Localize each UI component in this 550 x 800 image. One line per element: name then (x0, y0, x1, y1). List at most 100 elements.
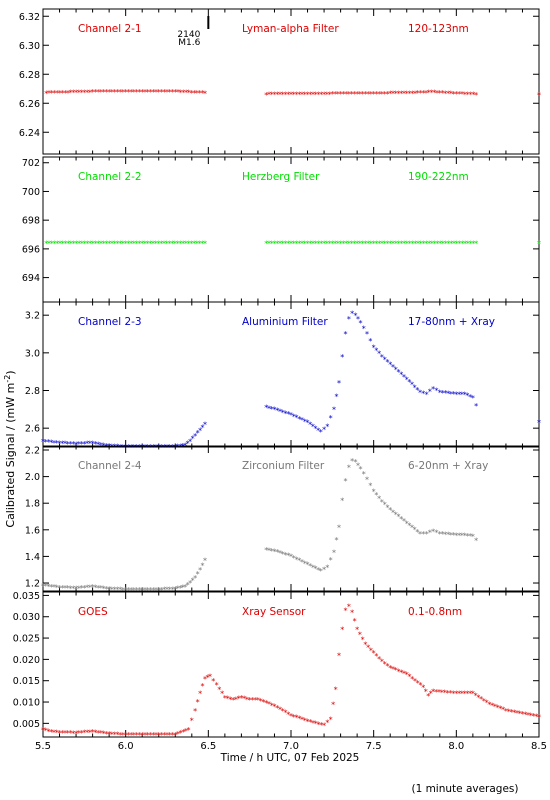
data-point: * (427, 89, 431, 98)
data-point: * (443, 89, 447, 98)
data-point: * (369, 239, 373, 248)
data-point: * (140, 731, 144, 740)
data-point: * (319, 567, 323, 576)
data-point: * (85, 440, 89, 449)
data-point: * (421, 683, 425, 692)
data-point: * (118, 239, 122, 248)
data-point: * (322, 239, 326, 248)
x-tick-label: 5.5 (35, 741, 51, 752)
data-point: * (198, 89, 202, 98)
data-point: * (377, 655, 381, 664)
data-point: * (402, 373, 406, 382)
data-point: * (319, 428, 323, 437)
data-point: * (434, 387, 438, 396)
data-point: * (468, 393, 472, 402)
data-point: * (162, 731, 166, 740)
data-point: * (165, 586, 169, 595)
data-point: * (44, 89, 48, 98)
data-point: * (337, 523, 341, 532)
flare-time-label: 2140 (177, 30, 200, 40)
data-point: * (465, 532, 469, 541)
data-point: * (385, 662, 389, 671)
data-point: * (191, 435, 195, 444)
y-tick-label: 1.2 (25, 579, 40, 590)
data-point: * (176, 239, 180, 248)
data-point: * (388, 506, 392, 515)
data-point: * (203, 89, 207, 98)
data-point: * (192, 89, 196, 98)
data-point: * (397, 239, 401, 248)
data-point: * (77, 729, 81, 738)
data-point: * (355, 239, 359, 248)
data-point: * (85, 88, 89, 97)
data-point: * (374, 491, 378, 500)
data-point: * (193, 432, 197, 441)
panel-1: 6.24 6.26 6.28 6.30 6.32 Channel 2-1 Lyman-alp… (19, 8, 541, 155)
data-point: * (170, 239, 174, 248)
data-point: * (534, 713, 538, 722)
data-point: * (377, 239, 381, 248)
data-point: * (110, 239, 114, 248)
data-point: * (341, 90, 345, 99)
data-point: * (356, 315, 360, 324)
data-point: * (314, 90, 318, 99)
data-point: * (121, 586, 125, 595)
data-point: * (47, 727, 51, 736)
data-point: * (377, 350, 381, 359)
data-point: * (278, 407, 282, 416)
data-point: * (449, 239, 453, 248)
data-point: * (211, 677, 215, 686)
data-point: * (281, 91, 285, 100)
data-point: * (132, 88, 136, 97)
data-point: * (193, 574, 197, 583)
data-point: * (329, 556, 333, 565)
data-point: * (140, 586, 144, 595)
chart-panels: 6.24 6.26 6.28 6.30 6.32 Channel 2-1 Lyman-alp… (13, 8, 547, 752)
panel-label: Zirconium Filter (242, 460, 325, 472)
data-point: * (460, 690, 464, 699)
data-point: * (154, 586, 158, 595)
data-point: * (295, 91, 299, 100)
data-point: * (77, 239, 81, 248)
data-point: * (350, 239, 354, 248)
data-point: * (71, 89, 75, 98)
data-point: * (69, 729, 73, 738)
data-point: * (121, 731, 125, 740)
data-point: * (325, 239, 329, 248)
data-point: * (63, 239, 67, 248)
data-point: * (407, 521, 411, 530)
data-point: * (110, 88, 114, 97)
data-point: * (74, 440, 78, 449)
data-point: * (454, 531, 458, 540)
data-point: * (468, 532, 472, 541)
y-tick-label: 6.24 (19, 128, 40, 139)
data-point: * (405, 671, 409, 680)
data-point: * (446, 390, 450, 399)
data-point: * (91, 583, 95, 592)
data-point: * (192, 239, 196, 248)
data-point: * (88, 88, 92, 97)
data-point: * (380, 90, 384, 99)
data-point: * (206, 674, 210, 683)
data-point: * (140, 88, 144, 97)
data-point: * (63, 584, 67, 593)
data-point: * (193, 707, 197, 716)
data-point: * (281, 707, 285, 716)
data-point: * (362, 470, 366, 479)
data-point: * (300, 416, 304, 425)
panel-label: Channel 2-1 (78, 23, 142, 35)
data-point: * (184, 89, 188, 98)
data-point: * (341, 239, 345, 248)
data-point: * (250, 696, 254, 705)
data-point: * (355, 90, 359, 99)
data-point: * (77, 584, 81, 593)
data-point: * (44, 727, 48, 736)
data-point: * (137, 586, 141, 595)
data-point: * (413, 526, 417, 535)
data-point: * (80, 239, 84, 248)
y-tick-label: 702 (22, 158, 40, 169)
y-axis-label: Calibrated Signal / (mW m-2) (3, 370, 17, 527)
data-point: * (374, 652, 378, 661)
data-point: * (115, 586, 119, 595)
